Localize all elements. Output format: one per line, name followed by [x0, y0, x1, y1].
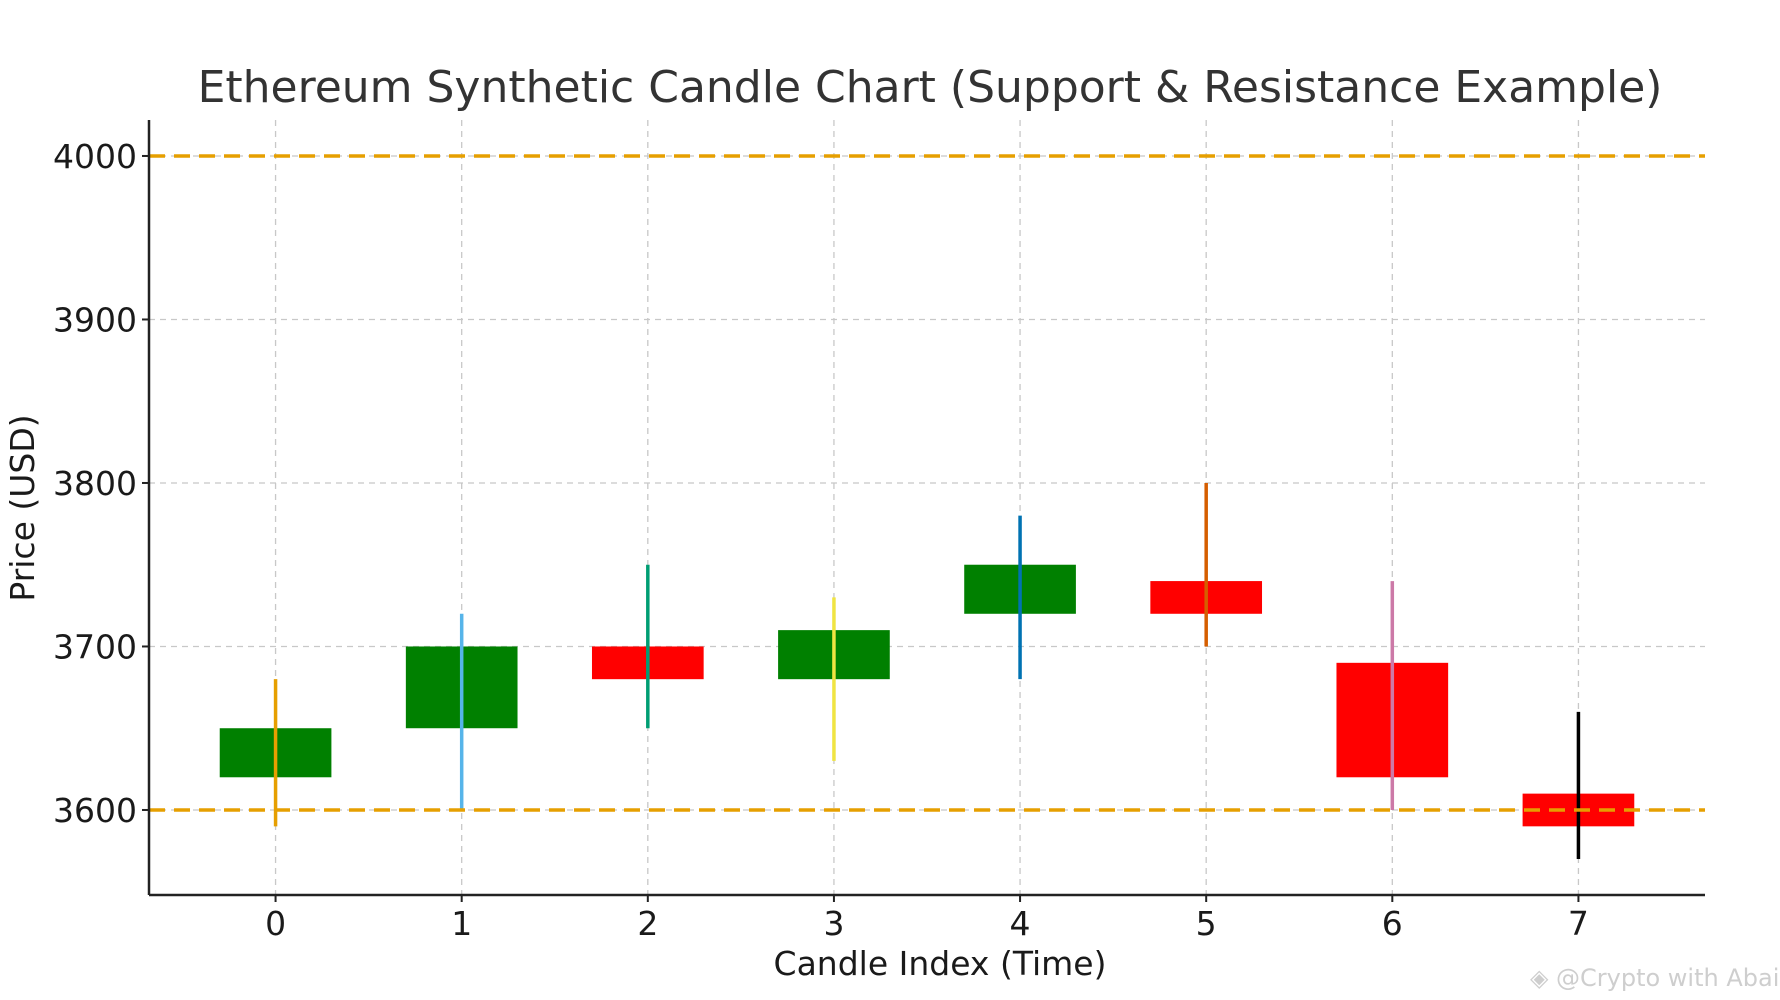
candle-5 — [1150, 482, 1263, 647]
y-axis-label: Price (USD) — [3, 414, 42, 601]
candles — [149, 154, 1705, 860]
x-axis-label: Candle Index (Time) — [774, 944, 1107, 983]
x-tick-label-0: 0 — [265, 904, 286, 943]
x-tick-label-1: 1 — [451, 904, 472, 943]
y-ticks: 3600 3700 3800 3900 4000 — [53, 137, 149, 830]
y-tick-label-2: 3800 — [53, 464, 137, 503]
grid-lines — [149, 120, 1705, 895]
x-tick-label-5: 5 — [1196, 904, 1217, 943]
y-tick-label-1: 3700 — [53, 627, 137, 666]
x-tick-label-7: 7 — [1568, 904, 1589, 943]
watermark-text: @Crypto with Abaid — [1556, 964, 1780, 992]
candle-1 — [405, 613, 518, 810]
x-ticks: 0 1 2 3 4 5 6 7 — [265, 895, 1589, 943]
x-tick-label-4: 4 — [1010, 904, 1031, 943]
watermark: ◈ @Crypto with Abaid — [1530, 964, 1780, 992]
chart-title: Ethereum Synthetic Candle Chart (Support… — [198, 62, 1663, 113]
y-tick-label-0: 3600 — [53, 791, 137, 830]
candle-3 — [778, 597, 890, 761]
candle-7 — [1522, 711, 1635, 860]
y-tick-label-3: 3900 — [53, 300, 137, 339]
axes — [147, 120, 1705, 897]
candle-0 — [219, 679, 332, 827]
candle-2 — [591, 564, 704, 729]
candle-4 — [964, 515, 1076, 680]
watermark-logo-icon: ◈ — [1530, 964, 1549, 992]
x-tick-label-3: 3 — [823, 904, 844, 943]
candle-6 — [1336, 581, 1449, 810]
x-tick-label-6: 6 — [1382, 904, 1403, 943]
x-tick-label-2: 2 — [637, 904, 658, 943]
y-tick-label-4: 4000 — [53, 137, 137, 176]
